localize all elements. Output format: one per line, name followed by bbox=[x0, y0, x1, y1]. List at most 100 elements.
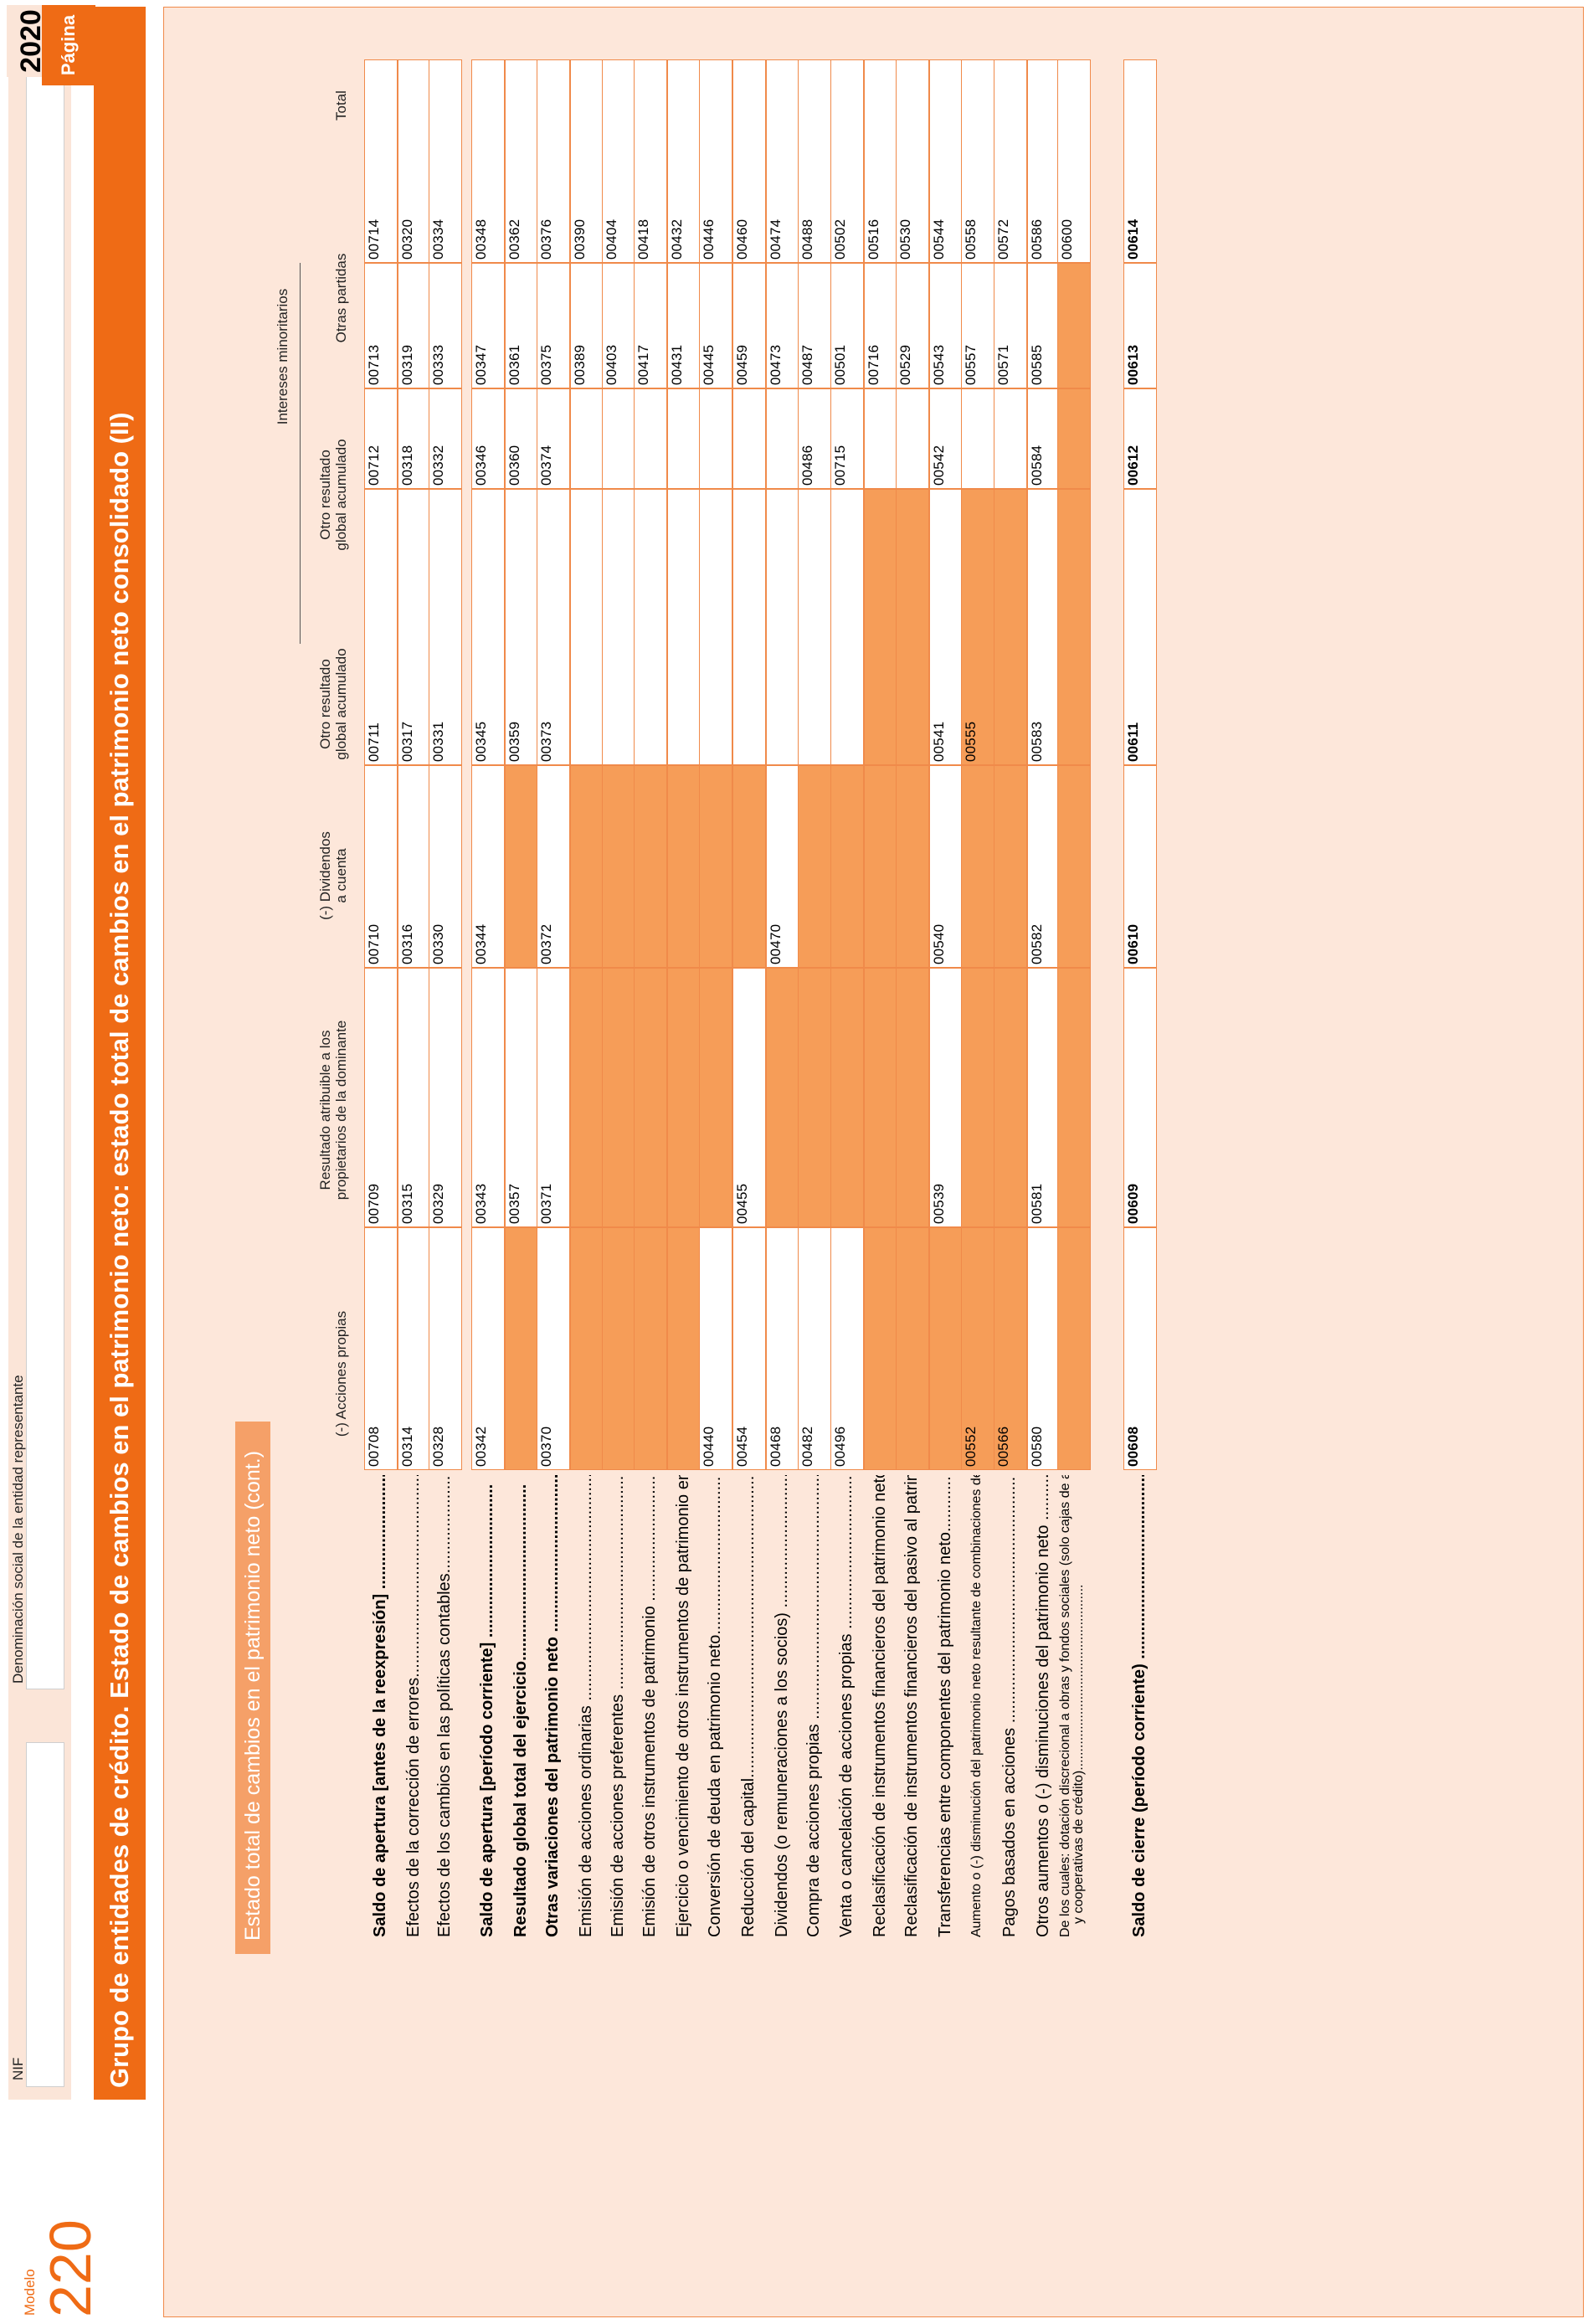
table-cell[interactable]: 00613 bbox=[1123, 263, 1157, 388]
table-cell[interactable]: 00611 bbox=[1123, 489, 1157, 765]
table-cell[interactable]: 00389 bbox=[570, 263, 604, 388]
table-cell[interactable]: 00543 bbox=[929, 263, 963, 388]
table-cell[interactable]: 00501 bbox=[830, 263, 864, 388]
table-cell[interactable]: 00454 bbox=[732, 1227, 766, 1470]
table-cell[interactable]: 00373 bbox=[537, 489, 570, 765]
table-cell[interactable]: 00345 bbox=[471, 489, 505, 765]
table-cell[interactable]: 00417 bbox=[634, 263, 667, 388]
table-cell[interactable]: 00328 bbox=[429, 1227, 462, 1470]
table-cell[interactable]: 00581 bbox=[1027, 968, 1061, 1227]
table-cell[interactable]: 00432 bbox=[667, 59, 701, 263]
table-cell[interactable]: 00516 bbox=[864, 59, 897, 263]
table-cell[interactable]: 00459 bbox=[732, 263, 766, 388]
table-cell[interactable]: 00329 bbox=[429, 968, 462, 1227]
table-cell[interactable]: 00455 bbox=[732, 968, 766, 1227]
table-cell[interactable]: 00612 bbox=[1123, 388, 1157, 489]
table-cell[interactable]: 00709 bbox=[364, 968, 398, 1227]
table-cell[interactable]: 00332 bbox=[429, 388, 462, 489]
table-cell[interactable] bbox=[994, 388, 1027, 489]
table-cell[interactable]: 00715 bbox=[830, 388, 864, 489]
table-cell[interactable]: 00530 bbox=[896, 59, 929, 263]
table-cell[interactable]: 00460 bbox=[732, 59, 766, 263]
nif-input[interactable] bbox=[26, 1742, 64, 2087]
table-cell[interactable] bbox=[896, 388, 929, 489]
table-cell[interactable]: 00710 bbox=[364, 765, 398, 968]
table-cell[interactable]: 00610 bbox=[1123, 765, 1157, 968]
table-cell[interactable]: 00370 bbox=[537, 1227, 570, 1470]
table-cell[interactable]: 00314 bbox=[398, 1227, 431, 1470]
table-cell[interactable]: 00584 bbox=[1027, 388, 1061, 489]
table-cell[interactable] bbox=[570, 388, 604, 489]
table-cell[interactable]: 00360 bbox=[505, 388, 538, 489]
table-cell[interactable]: 00714 bbox=[364, 59, 398, 263]
table-cell[interactable]: 00318 bbox=[398, 388, 431, 489]
table-cell[interactable]: 00586 bbox=[1027, 59, 1061, 263]
table-cell[interactable]: 00334 bbox=[429, 59, 462, 263]
table-cell[interactable] bbox=[667, 489, 701, 765]
table-cell[interactable] bbox=[667, 388, 701, 489]
table-cell[interactable]: 00540 bbox=[929, 765, 963, 968]
table-cell[interactable]: 00344 bbox=[471, 765, 505, 968]
table-cell[interactable]: 00468 bbox=[766, 1227, 799, 1470]
table-cell[interactable]: 00608 bbox=[1123, 1227, 1157, 1470]
table-cell[interactable]: 00390 bbox=[570, 59, 604, 263]
table-cell[interactable]: 00343 bbox=[471, 968, 505, 1227]
table-cell[interactable]: 00582 bbox=[1027, 765, 1061, 968]
table-cell[interactable]: 00320 bbox=[398, 59, 431, 263]
table-cell[interactable] bbox=[864, 388, 897, 489]
table-cell[interactable] bbox=[570, 489, 604, 765]
table-cell[interactable]: 00330 bbox=[429, 765, 462, 968]
table-cell[interactable]: 00359 bbox=[505, 489, 538, 765]
table-cell[interactable]: 00716 bbox=[864, 263, 897, 388]
table-cell[interactable]: 00600 bbox=[1057, 59, 1091, 263]
table-cell[interactable] bbox=[602, 489, 635, 765]
table-cell[interactable]: 00375 bbox=[537, 263, 570, 388]
table-cell[interactable] bbox=[699, 388, 732, 489]
table-cell[interactable] bbox=[732, 388, 766, 489]
table-cell[interactable] bbox=[634, 489, 667, 765]
table-cell[interactable]: 00317 bbox=[398, 489, 431, 765]
denominacion-input[interactable] bbox=[26, 55, 64, 1689]
table-cell[interactable]: 00482 bbox=[798, 1227, 831, 1470]
table-cell[interactable]: 00446 bbox=[699, 59, 732, 263]
table-cell[interactable] bbox=[732, 489, 766, 765]
table-cell[interactable]: 00473 bbox=[766, 263, 799, 388]
table-cell[interactable]: 00542 bbox=[929, 388, 963, 489]
table-cell[interactable]: 00539 bbox=[929, 968, 963, 1227]
table-cell[interactable]: 00418 bbox=[634, 59, 667, 263]
table-cell[interactable]: 00404 bbox=[602, 59, 635, 263]
table-cell[interactable]: 00496 bbox=[830, 1227, 864, 1470]
table-cell[interactable]: 00488 bbox=[798, 59, 831, 263]
table-cell[interactable]: 00331 bbox=[429, 489, 462, 765]
table-cell[interactable]: 00362 bbox=[505, 59, 538, 263]
table-cell[interactable]: 00708 bbox=[364, 1227, 398, 1470]
table-cell[interactable]: 00371 bbox=[537, 968, 570, 1227]
table-cell[interactable] bbox=[961, 388, 994, 489]
table-cell[interactable] bbox=[830, 489, 864, 765]
table-cell[interactable]: 00470 bbox=[766, 765, 799, 968]
table-cell[interactable]: 00445 bbox=[699, 263, 732, 388]
table-cell[interactable]: 00711 bbox=[364, 489, 398, 765]
table-cell[interactable]: 00374 bbox=[537, 388, 570, 489]
table-cell[interactable]: 00348 bbox=[471, 59, 505, 263]
table-cell[interactable]: 00712 bbox=[364, 388, 398, 489]
table-cell[interactable] bbox=[798, 489, 831, 765]
table-cell[interactable]: 00347 bbox=[471, 263, 505, 388]
table-cell[interactable]: 00361 bbox=[505, 263, 538, 388]
table-cell[interactable]: 00403 bbox=[602, 263, 635, 388]
table-cell[interactable]: 00319 bbox=[398, 263, 431, 388]
table-cell[interactable]: 00357 bbox=[505, 968, 538, 1227]
table-cell[interactable]: 00316 bbox=[398, 765, 431, 968]
table-cell[interactable] bbox=[766, 388, 799, 489]
table-cell[interactable] bbox=[602, 388, 635, 489]
table-cell[interactable]: 00486 bbox=[798, 388, 831, 489]
table-cell[interactable]: 00342 bbox=[471, 1227, 505, 1470]
table-cell[interactable] bbox=[634, 388, 667, 489]
table-cell[interactable]: 00333 bbox=[429, 263, 462, 388]
table-cell[interactable]: 00558 bbox=[961, 59, 994, 263]
table-cell[interactable]: 00487 bbox=[798, 263, 831, 388]
table-cell[interactable]: 00580 bbox=[1027, 1227, 1061, 1470]
table-cell[interactable]: 00544 bbox=[929, 59, 963, 263]
table-cell[interactable]: 00713 bbox=[364, 263, 398, 388]
table-cell[interactable]: 00571 bbox=[994, 263, 1027, 388]
